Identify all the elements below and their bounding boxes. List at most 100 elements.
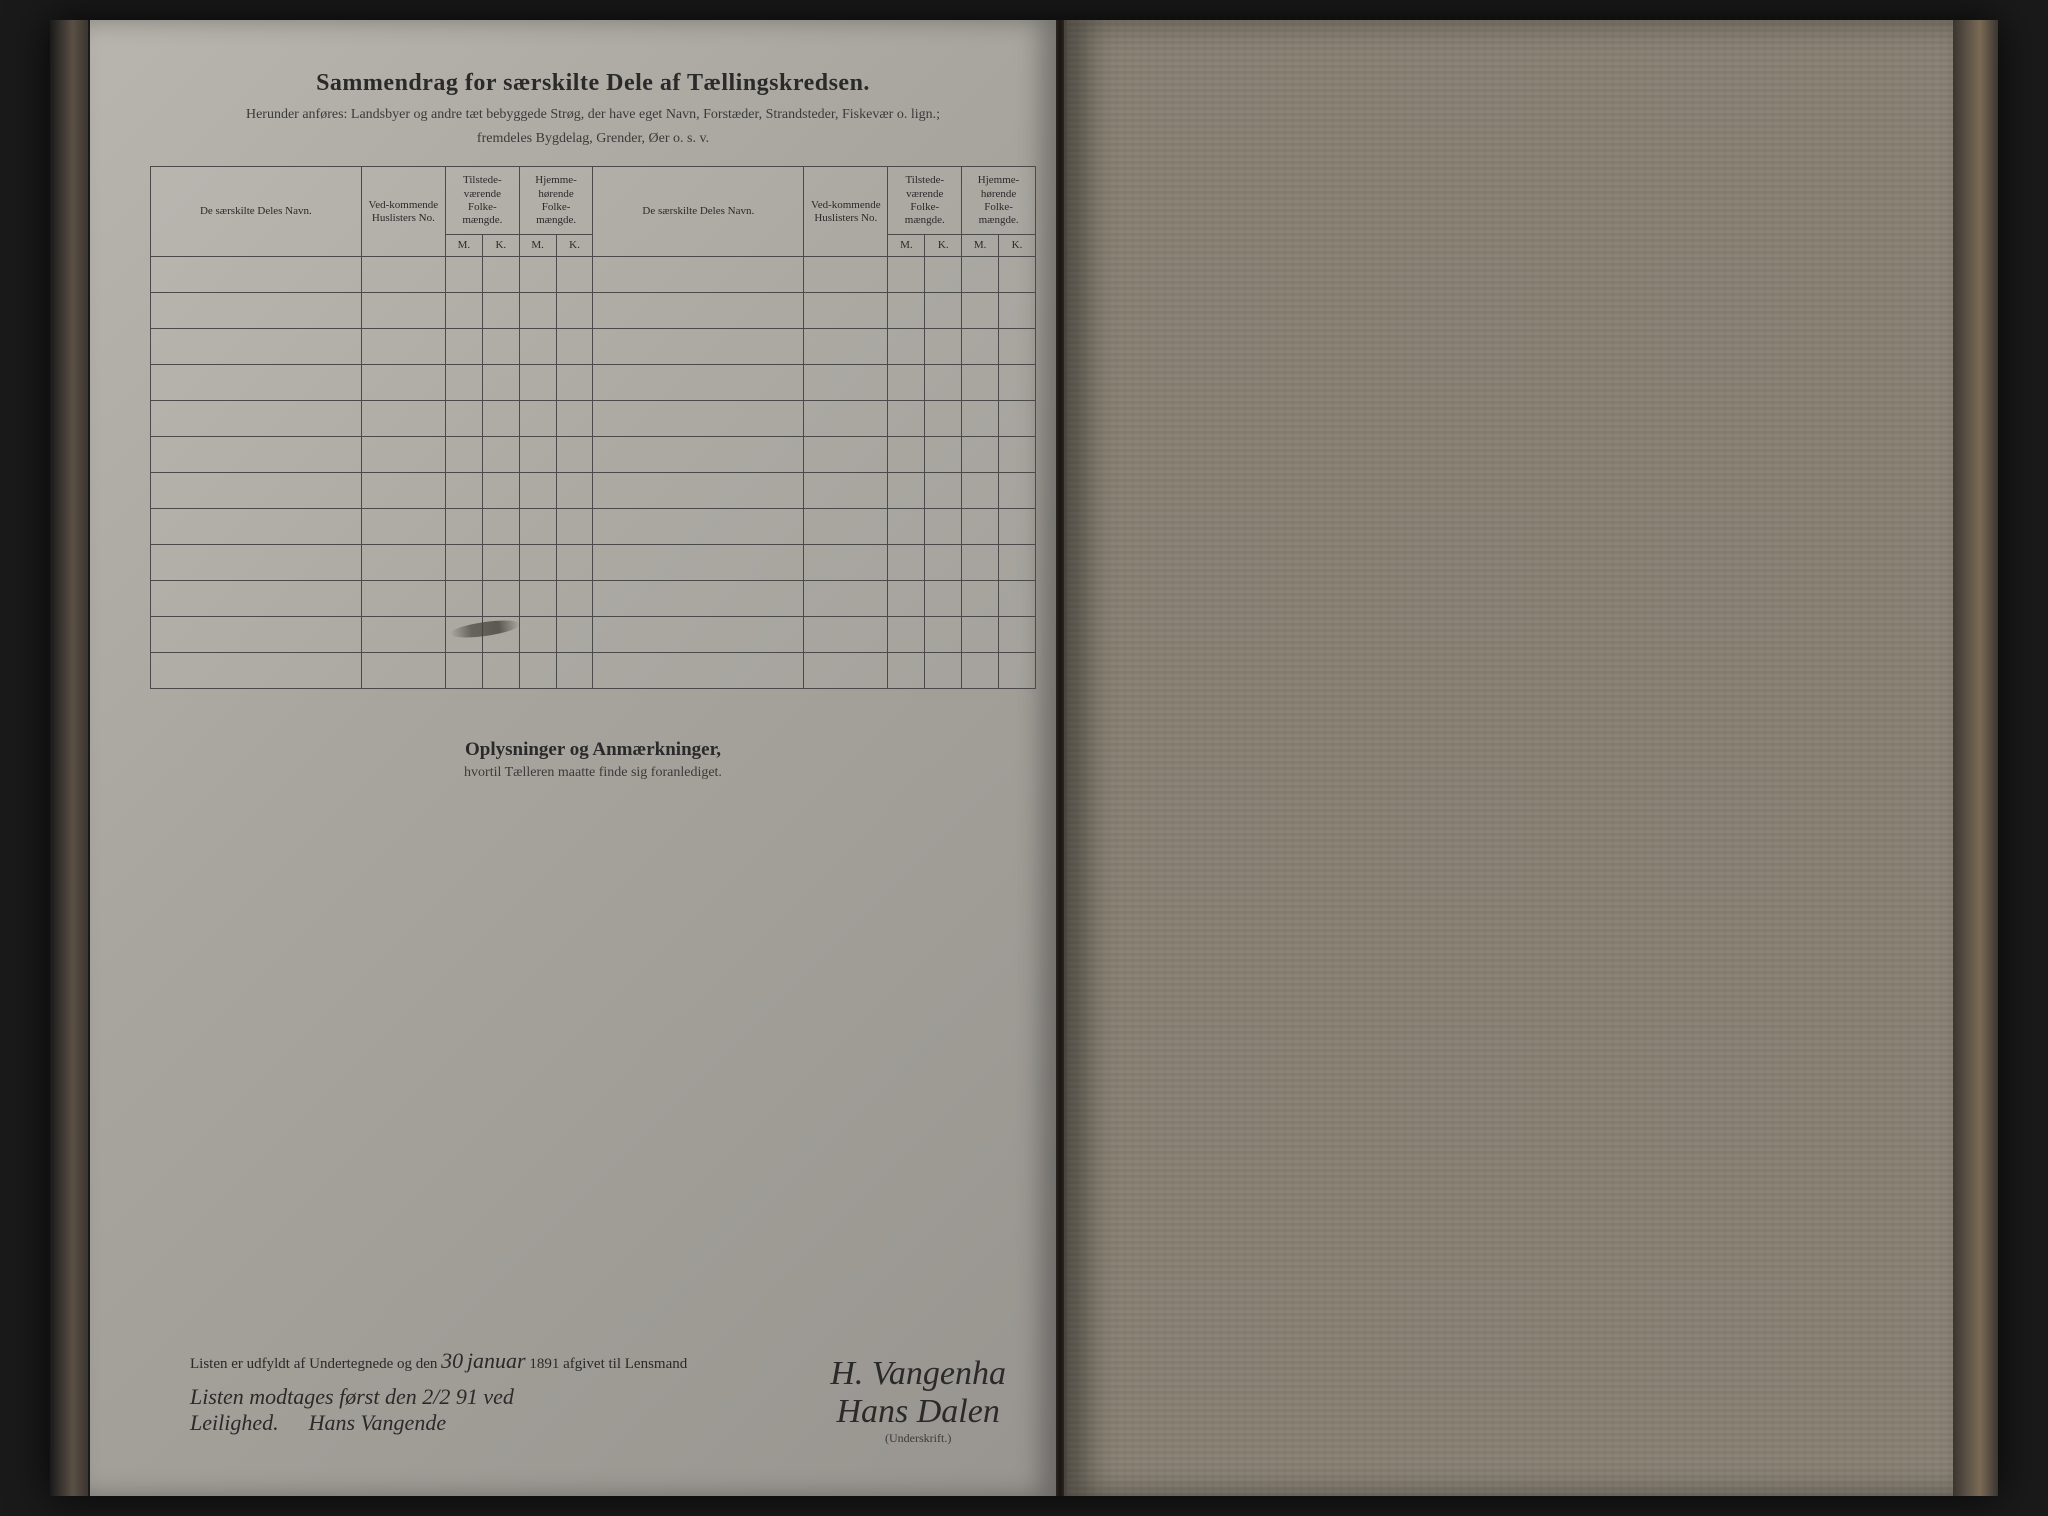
table-cell [482, 257, 519, 293]
table-cell [888, 365, 925, 401]
table-cell [446, 545, 483, 581]
spine-left [50, 20, 90, 1496]
table-cell [962, 653, 999, 689]
table-row [151, 329, 1036, 365]
col-k-2: K. [556, 235, 593, 257]
table-cell [556, 365, 593, 401]
table-cell [446, 329, 483, 365]
table-cell [556, 545, 593, 581]
table-row [151, 545, 1036, 581]
table-cell [593, 581, 804, 617]
table-cell [361, 257, 445, 293]
table-cell [151, 329, 362, 365]
note-line-1: Listen modtages først den 2/2 91 ved [190, 1384, 514, 1410]
table-cell [482, 653, 519, 689]
page-title: Sammendrag for særskilte Dele af Tælling… [150, 70, 1036, 97]
signature-1: H. Vangenha [830, 1355, 1006, 1393]
table-cell [962, 437, 999, 473]
table-cell [519, 401, 556, 437]
table-cell [888, 329, 925, 365]
table-cell [482, 509, 519, 545]
col-m-1: M. [446, 235, 483, 257]
table-cell [361, 401, 445, 437]
table-cell [888, 473, 925, 509]
notes-subtitle: hvortil Tælleren maatte finde sig foranl… [150, 765, 1036, 781]
table-cell [999, 653, 1036, 689]
table-cell [556, 437, 593, 473]
table-cell [151, 473, 362, 509]
col-huslisters-1: Ved-kommende Huslisters No. [361, 167, 445, 257]
table-cell [482, 293, 519, 329]
table-row [151, 437, 1036, 473]
table-row [151, 293, 1036, 329]
col-k-4: K. [999, 235, 1036, 257]
table-cell [519, 365, 556, 401]
table-cell [999, 365, 1036, 401]
table-cell [804, 293, 888, 329]
table-row [151, 473, 1036, 509]
footer-suffix: afgivet til Lensmand [563, 1356, 687, 1372]
table-cell [925, 293, 962, 329]
table-cell [482, 401, 519, 437]
table-row [151, 617, 1036, 653]
table-cell [446, 581, 483, 617]
table-cell [888, 653, 925, 689]
spine-right [1953, 20, 1998, 1496]
table-cell [888, 401, 925, 437]
table-cell [888, 545, 925, 581]
table-body [151, 257, 1036, 689]
table-cell [482, 581, 519, 617]
table-cell [925, 509, 962, 545]
table-cell [556, 653, 593, 689]
page-subtitle-1: Herunder anføres: Landsbyer og andre tæt… [150, 105, 1036, 125]
table-cell [446, 437, 483, 473]
table-cell [804, 329, 888, 365]
signature-block: H. Vangenha Hans Dalen (Underskrift.) [830, 1355, 1006, 1446]
table-cell [593, 293, 804, 329]
table-row [151, 581, 1036, 617]
table-cell [962, 509, 999, 545]
table-row [151, 509, 1036, 545]
table-cell [151, 545, 362, 581]
table-cell [593, 545, 804, 581]
table-cell [556, 509, 593, 545]
table-cell [556, 617, 593, 653]
table-cell [361, 653, 445, 689]
table-cell [804, 545, 888, 581]
table-cell [556, 329, 593, 365]
table-cell [804, 401, 888, 437]
table-cell [925, 257, 962, 293]
table-cell [962, 473, 999, 509]
table-cell [999, 293, 1036, 329]
table-cell [519, 581, 556, 617]
table-cell [925, 473, 962, 509]
table-cell [962, 293, 999, 329]
table-cell [361, 293, 445, 329]
table-cell [888, 617, 925, 653]
table-cell [361, 545, 445, 581]
table-cell [804, 509, 888, 545]
table-cell [482, 365, 519, 401]
col-hjemme-2: Hjemme-hørende Folke-mængde. [962, 167, 1036, 235]
table-cell [888, 437, 925, 473]
table-cell [804, 437, 888, 473]
table-cell [999, 401, 1036, 437]
table-cell [999, 617, 1036, 653]
table-cell [151, 257, 362, 293]
table-row [151, 257, 1036, 293]
table-cell [446, 257, 483, 293]
table-cell [962, 329, 999, 365]
table-cell [925, 653, 962, 689]
table-cell [446, 401, 483, 437]
table-cell [925, 437, 962, 473]
col-huslisters-2: Ved-kommende Huslisters No. [804, 167, 888, 257]
col-hjemme-1: Hjemme-hørende Folke-mængde. [519, 167, 593, 235]
table-cell [804, 581, 888, 617]
footer-prefix: Listen er udfyldt af Undertegnede og den [190, 1356, 437, 1372]
table-cell [446, 473, 483, 509]
note-sign: Hans Vangende [309, 1410, 446, 1436]
table-cell [593, 509, 804, 545]
table-cell [482, 545, 519, 581]
table-cell [962, 401, 999, 437]
table-cell [361, 581, 445, 617]
